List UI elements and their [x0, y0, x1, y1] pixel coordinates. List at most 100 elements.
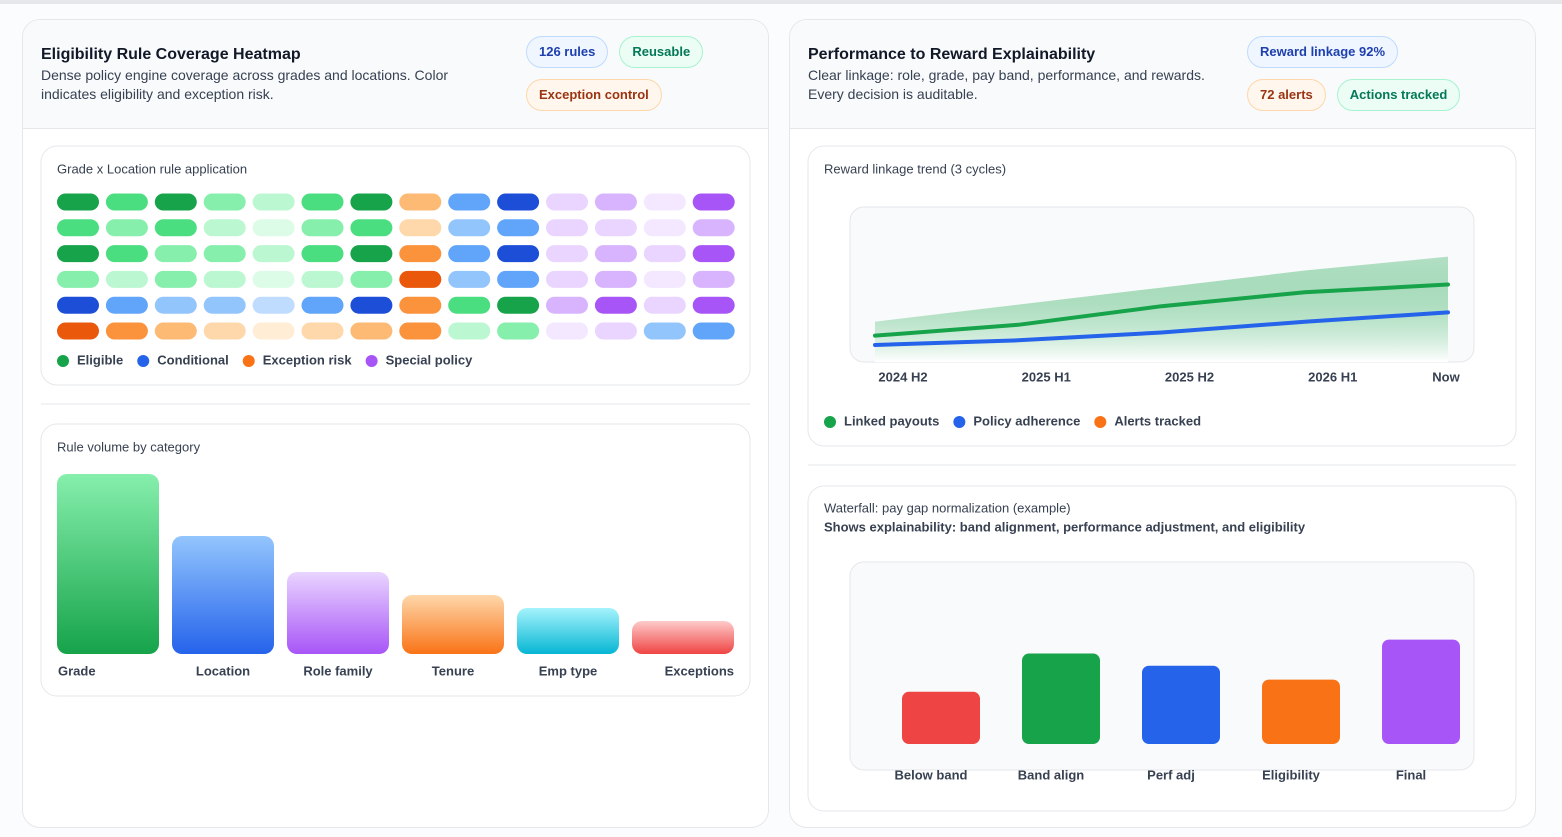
card-subtitle: Dense policy engine coverage across grad… [41, 67, 449, 102]
badge: Actions tracked [1336, 79, 1461, 111]
heat-cell [497, 296, 540, 314]
heat-cell [105, 270, 148, 288]
band-area [875, 256, 1448, 362]
heat-cell [203, 245, 246, 263]
top-strip [0, 0, 1562, 4]
heat-cell [643, 296, 686, 314]
line [873, 282, 1450, 338]
heat-cell [350, 296, 393, 314]
legend-label: Exception risk [263, 352, 353, 367]
heat-cell [252, 322, 295, 340]
card-header: Performance to Reward Explainability Cle… [790, 20, 1535, 129]
heat-cell [350, 270, 393, 288]
heat-cell [301, 219, 344, 237]
heat-cell [399, 193, 442, 211]
heat-cell [497, 322, 540, 340]
heat-cell [692, 270, 735, 288]
x-tick-label: Role family [303, 663, 373, 678]
heat-cell [154, 193, 197, 211]
legend-dot [824, 416, 836, 428]
heat-cell [203, 270, 246, 288]
heat-cell [57, 245, 99, 263]
heat-cell [692, 193, 735, 211]
panel [40, 145, 751, 386]
card-header: Eligibility Rule Coverage Heatmap Dense … [23, 20, 768, 129]
heat-cell [252, 270, 295, 288]
heat-cell [692, 219, 735, 237]
x-tick-label: 2024 H2 [878, 369, 927, 384]
heat-cell [203, 296, 246, 314]
heat-cell [203, 219, 246, 237]
heat-cell [448, 322, 491, 340]
badges: 126 rules Reusable Exception control [526, 36, 746, 111]
heat-cell [692, 322, 735, 340]
heat-cell [399, 219, 442, 237]
badge: Reusable [619, 36, 704, 68]
heat-cell [692, 245, 735, 263]
heat-cell [448, 193, 491, 211]
heat-cell [57, 322, 99, 340]
heat-cell [154, 296, 197, 314]
heat-cell [203, 322, 246, 340]
heat-cell [301, 322, 344, 340]
heat-cell [448, 270, 491, 288]
heat-cell [350, 219, 393, 237]
badge: Reward linkage 92% [1247, 36, 1398, 68]
heat-cell [594, 219, 637, 237]
bar [57, 474, 159, 654]
panel-subtitle: Shows explainability: band alignment, pe… [824, 519, 1306, 534]
heat-cell [301, 245, 344, 263]
heat-cell [692, 296, 735, 314]
heat-cell [105, 193, 148, 211]
x-tick-label: Below band [895, 767, 968, 782]
heat-cell [57, 193, 99, 211]
heat-cell [497, 193, 540, 211]
bar [632, 621, 734, 654]
legend-label: Special policy [386, 352, 473, 367]
heat-cell [399, 270, 442, 288]
bar [1142, 665, 1220, 744]
heat-cell [57, 270, 99, 288]
heat-cell [301, 270, 344, 288]
bar [902, 691, 980, 744]
bar [172, 536, 274, 654]
bar [1382, 639, 1460, 744]
heat-cell [497, 245, 540, 263]
heat-cell [105, 322, 148, 340]
x-tick-label: Band align [1018, 767, 1085, 782]
heat-cell [643, 193, 686, 211]
legend-dot [242, 355, 255, 367]
heat-cell [105, 219, 148, 237]
heat-cell [154, 245, 197, 263]
badges: Reward linkage 92% 72 alerts Actions track… [1247, 36, 1467, 111]
heat-cell [154, 219, 197, 237]
heat-cell [448, 219, 491, 237]
legend-dot [953, 416, 966, 428]
bar [402, 595, 504, 654]
heat-cell [301, 193, 344, 211]
legend-label: Eligible [77, 352, 123, 367]
x-tick-label: Tenure [432, 663, 474, 678]
x-tick-label: 2025 H2 [1165, 369, 1214, 384]
x-tick-label: Exceptions [665, 663, 734, 678]
panel-title: Grade x Location rule application [57, 161, 247, 176]
legend-dot [365, 355, 378, 367]
heat-cell [546, 193, 588, 211]
bar [517, 608, 619, 654]
legend-dot [1094, 416, 1107, 428]
bar [287, 572, 389, 654]
heat-cell [643, 270, 686, 288]
x-tick-label: Final [1396, 767, 1426, 782]
legend-label: Alerts tracked [1114, 413, 1201, 428]
badge: 72 alerts [1247, 79, 1326, 111]
heat-cell [546, 322, 588, 340]
heat-cell [105, 245, 148, 263]
bar [1262, 679, 1340, 744]
panel-title: Rule volume by category [57, 439, 201, 454]
heat-cell [546, 270, 588, 288]
heat-cell [154, 322, 197, 340]
x-tick-label: Grade [58, 663, 96, 678]
bar [1022, 653, 1100, 744]
